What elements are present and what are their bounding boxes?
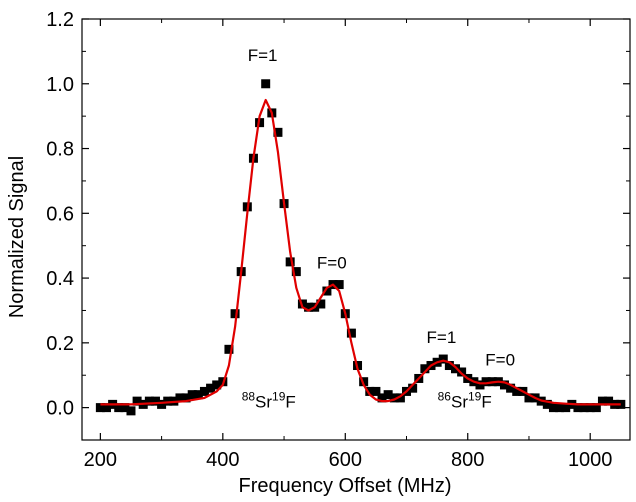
data-point [512, 386, 522, 396]
data-point [163, 396, 173, 406]
data-point [573, 403, 583, 413]
data-point [193, 390, 203, 400]
data-point [597, 396, 607, 406]
plot-frame [81, 18, 631, 441]
data-point [365, 386, 375, 396]
x-tick-label: 600 [329, 449, 362, 471]
data-point [585, 403, 595, 413]
data-point [273, 127, 283, 137]
peak-annotation: F=1 [248, 46, 278, 65]
data-point [377, 393, 387, 403]
y-tick-label: 0.8 [46, 139, 74, 161]
data-point [548, 403, 558, 413]
y-tick-label: 0.0 [46, 398, 74, 420]
data-point [444, 361, 454, 371]
data-point [120, 403, 130, 413]
data-point [187, 390, 197, 400]
data-point [450, 364, 460, 374]
data-point [150, 396, 160, 406]
data-point [420, 364, 430, 374]
data-point [457, 367, 467, 377]
data-point [144, 396, 154, 406]
y-tick-label: 0.2 [46, 333, 74, 355]
data-point [481, 377, 491, 387]
data-point [199, 386, 209, 396]
data-point [542, 399, 552, 409]
fit-line [100, 98, 621, 406]
data-point [291, 267, 301, 277]
data-point [304, 302, 314, 312]
chart-marks: F=1 F=0 F=1 F=0 88Sr19F 86Sr19F [95, 46, 626, 416]
data-point [604, 396, 614, 406]
isotope-label: 88Sr19F [242, 390, 296, 412]
y-tick-label: 1.2 [46, 9, 74, 31]
data-point [395, 393, 405, 403]
x-tick-label: 800 [451, 449, 484, 471]
x-tick-label: 400 [206, 449, 239, 471]
data-point [475, 380, 485, 390]
data-point [126, 406, 136, 416]
data-point [499, 380, 509, 390]
data-point [438, 354, 448, 364]
data-point [181, 393, 191, 403]
x-tick-label: 1000 [568, 449, 613, 471]
x-axis-label: Frequency Offset (MHz) [238, 475, 451, 497]
data-point [230, 309, 240, 319]
data-point [616, 399, 626, 409]
y-tick-label: 0.6 [46, 203, 74, 225]
data-point [175, 393, 185, 403]
y-tick-label: 0.4 [46, 268, 74, 290]
data-point [591, 403, 601, 413]
data-point [114, 403, 124, 413]
data-point [371, 386, 381, 396]
data-point [359, 377, 369, 387]
data-point [322, 286, 332, 296]
y-tick-label: 1.0 [46, 74, 74, 96]
data-point [389, 393, 399, 403]
data-point [579, 403, 589, 413]
data-point [316, 299, 326, 309]
data-point [285, 257, 295, 267]
data-point [261, 79, 271, 89]
data-point [101, 403, 111, 413]
data-point [524, 393, 534, 403]
plot-frame-border [81, 18, 631, 441]
data-point [383, 390, 393, 400]
data-point [555, 403, 565, 413]
data-point [157, 399, 167, 409]
data-point [334, 280, 344, 290]
data-point [561, 403, 571, 413]
data-point [212, 380, 222, 390]
data-point [506, 383, 516, 393]
x-tick-label: 200 [84, 449, 117, 471]
peak-annotation: F=1 [427, 328, 457, 347]
data-point [346, 328, 356, 338]
data-point [408, 383, 418, 393]
peak-annotation: F=0 [317, 253, 347, 272]
peak-annotation: F=0 [485, 351, 515, 370]
data-point [224, 344, 234, 354]
data-point [206, 383, 216, 393]
data-point [132, 396, 142, 406]
axis-ticks: 200 400 600 800 1000 0.0 0.2 0.4 0.6 0.8 1.0 1.2 [46, 9, 630, 471]
data-point [95, 403, 105, 413]
isotope-label: 86Sr19F [438, 390, 492, 412]
y-axis-label: Normalized Signal [6, 156, 28, 318]
